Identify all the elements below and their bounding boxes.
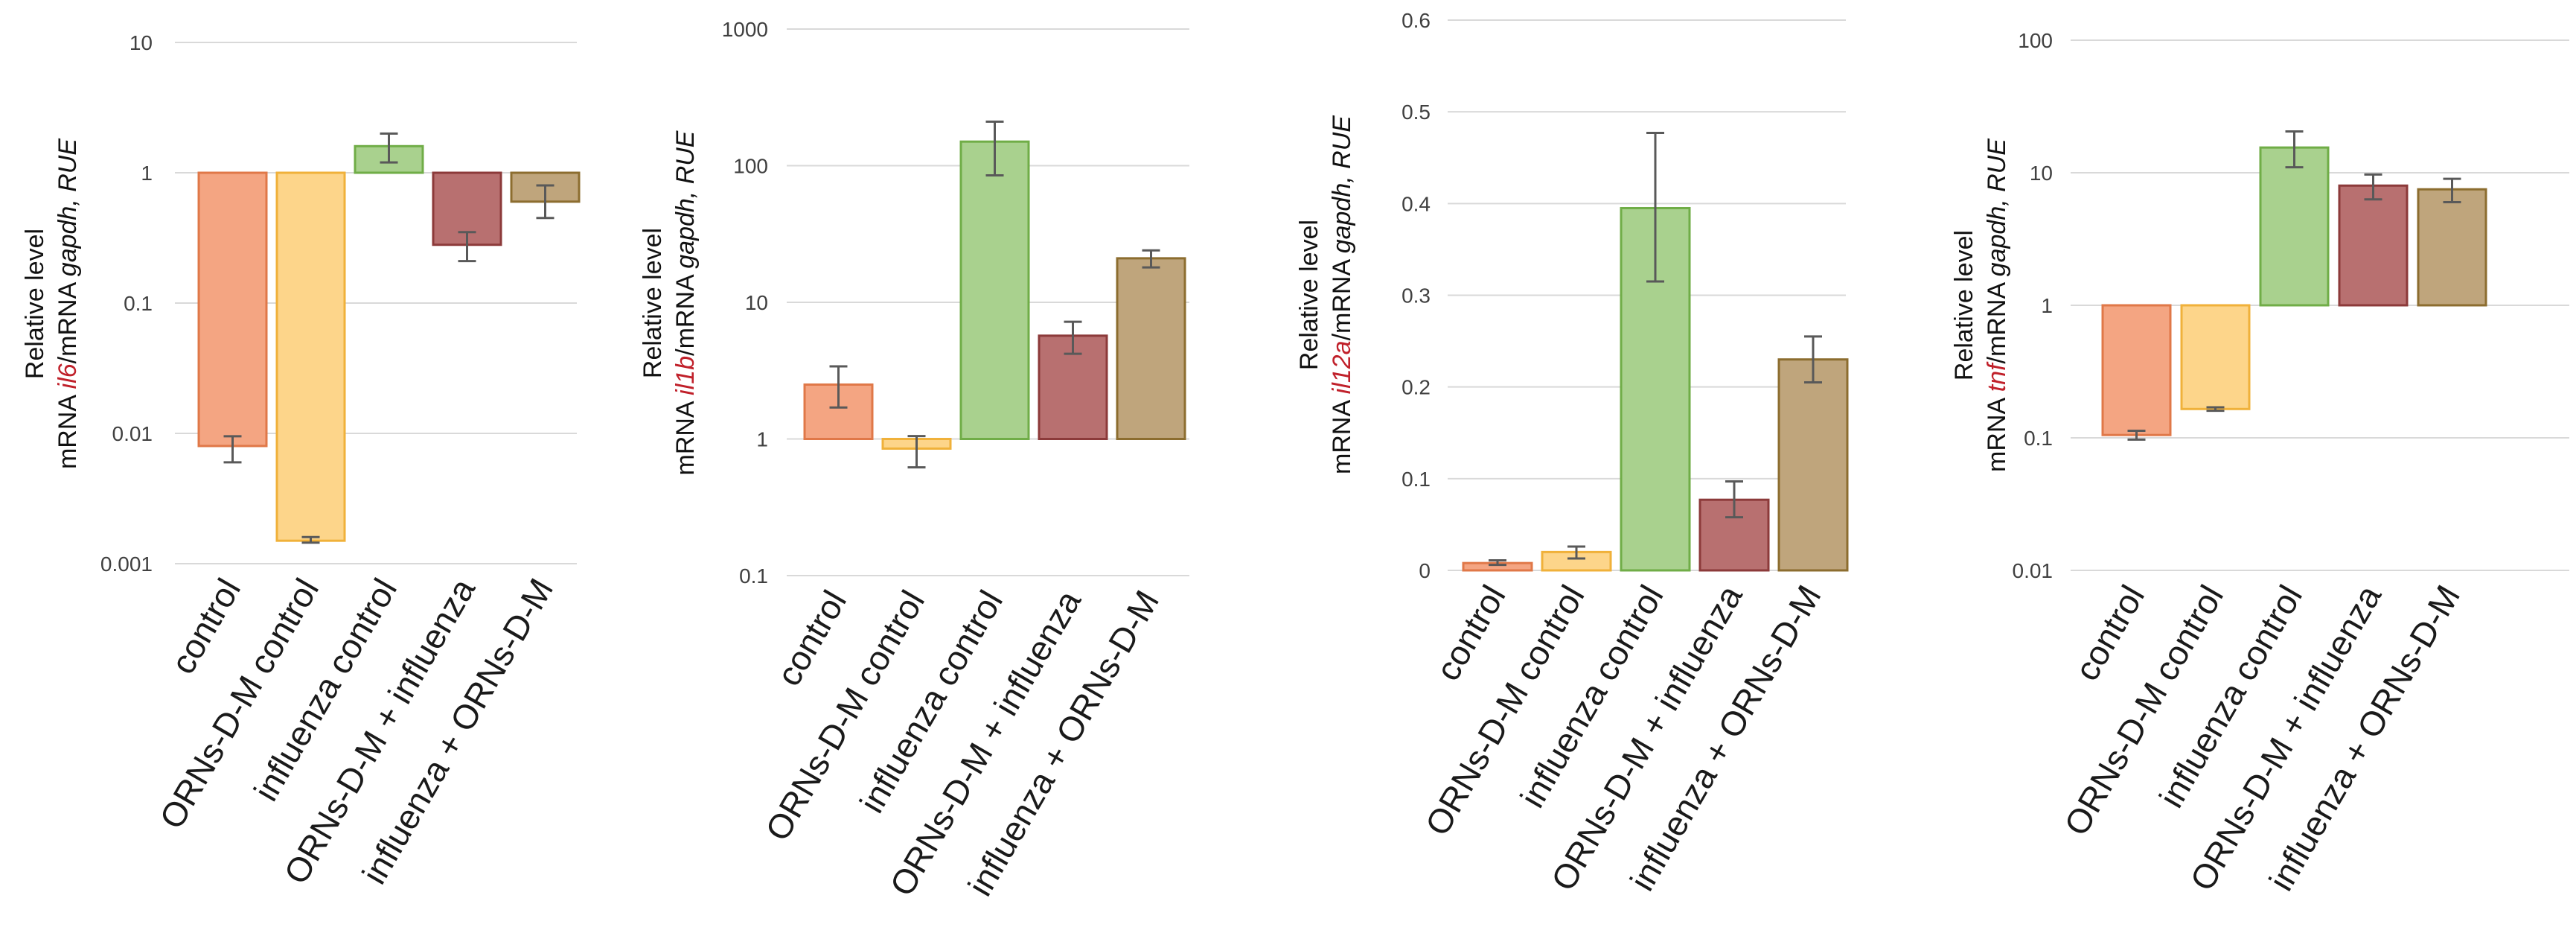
y-tick-label: 1 [2041, 294, 2053, 317]
error-bar [2364, 173, 2382, 201]
y-tick-label: 10 [2030, 162, 2053, 185]
y-tick-label: 0.4 [1402, 192, 1431, 215]
y-tick-label: 0.2 [1402, 376, 1431, 399]
error-bar [2285, 130, 2304, 169]
error-bar [1725, 480, 1743, 519]
bar-5 [1116, 257, 1186, 441]
error-bar [1804, 335, 1822, 384]
error-bar [1064, 320, 1082, 355]
y-tick-label: 0.1 [124, 292, 153, 315]
error-bar [2443, 177, 2461, 203]
error-bar [301, 535, 320, 544]
y-tick-label: 0.001 [100, 553, 153, 576]
y-tick-label: 0.01 [2013, 559, 2054, 582]
error-bar [1567, 545, 1585, 560]
category-label: control [1428, 579, 1513, 687]
y-axis-label: Relative levelmRNA il6/mRNA gapdh, RUE [21, 139, 82, 469]
y-tick-label: 1 [141, 162, 153, 185]
y-tick-label: 100 [2018, 29, 2053, 52]
y-tick-label: 10 [745, 291, 768, 314]
error-bar [1142, 249, 1160, 269]
y-tick-label: 10 [130, 31, 153, 54]
y-axis-label: Relative levelmRNA tnf/mRNA gapdh, RUE [1950, 139, 2011, 472]
y-tick-label: 1000 [722, 18, 768, 41]
bar-2 [2180, 304, 2251, 410]
y-axis-label: Relative levelmRNA il12a/mRNA gapdh, RUE [1295, 115, 1356, 474]
error-bar [985, 120, 1004, 176]
bar-5 [2417, 188, 2487, 307]
bar-5 [1777, 358, 1849, 572]
y-tick-label: 0 [1419, 559, 1431, 582]
y-tick-label: 0.1 [2024, 427, 2053, 450]
error-bar [829, 365, 848, 409]
y-tick-label: 0.1 [1402, 468, 1431, 491]
bar-3 [959, 140, 1030, 440]
y-tick-label: 0.1 [739, 564, 768, 588]
y-tick-label: 0.01 [112, 422, 153, 445]
category-label: influenza control [1512, 579, 1671, 814]
bar-4 [2338, 184, 2409, 307]
bar-1 [2101, 304, 2172, 436]
bar-3 [2259, 146, 2330, 307]
bar-1 [197, 171, 268, 448]
error-bar [1646, 131, 1664, 283]
bar-2 [275, 171, 346, 542]
y-tick-label: 0.5 [1402, 101, 1431, 124]
category-label: influenza control [2152, 579, 2310, 814]
error-bar [380, 132, 398, 164]
category-label: control [769, 584, 854, 693]
error-bar [223, 435, 242, 464]
error-bar [2127, 430, 2146, 441]
y-axis-label: Relative levelmRNA il1b/mRNA gapdh, RUE [639, 130, 700, 475]
y-tick-label: 0.6 [1402, 9, 1431, 32]
y-tick-label: 1 [756, 428, 768, 451]
category-label: control [2067, 579, 2152, 687]
y-tick-label: 0.3 [1402, 284, 1431, 308]
error-bar [907, 435, 926, 469]
error-bar [2206, 406, 2225, 413]
y-tick-label: 100 [733, 155, 768, 178]
error-bar [536, 184, 554, 220]
category-label: control [163, 572, 248, 681]
error-bar [458, 231, 476, 263]
error-bar [1489, 558, 1506, 567]
